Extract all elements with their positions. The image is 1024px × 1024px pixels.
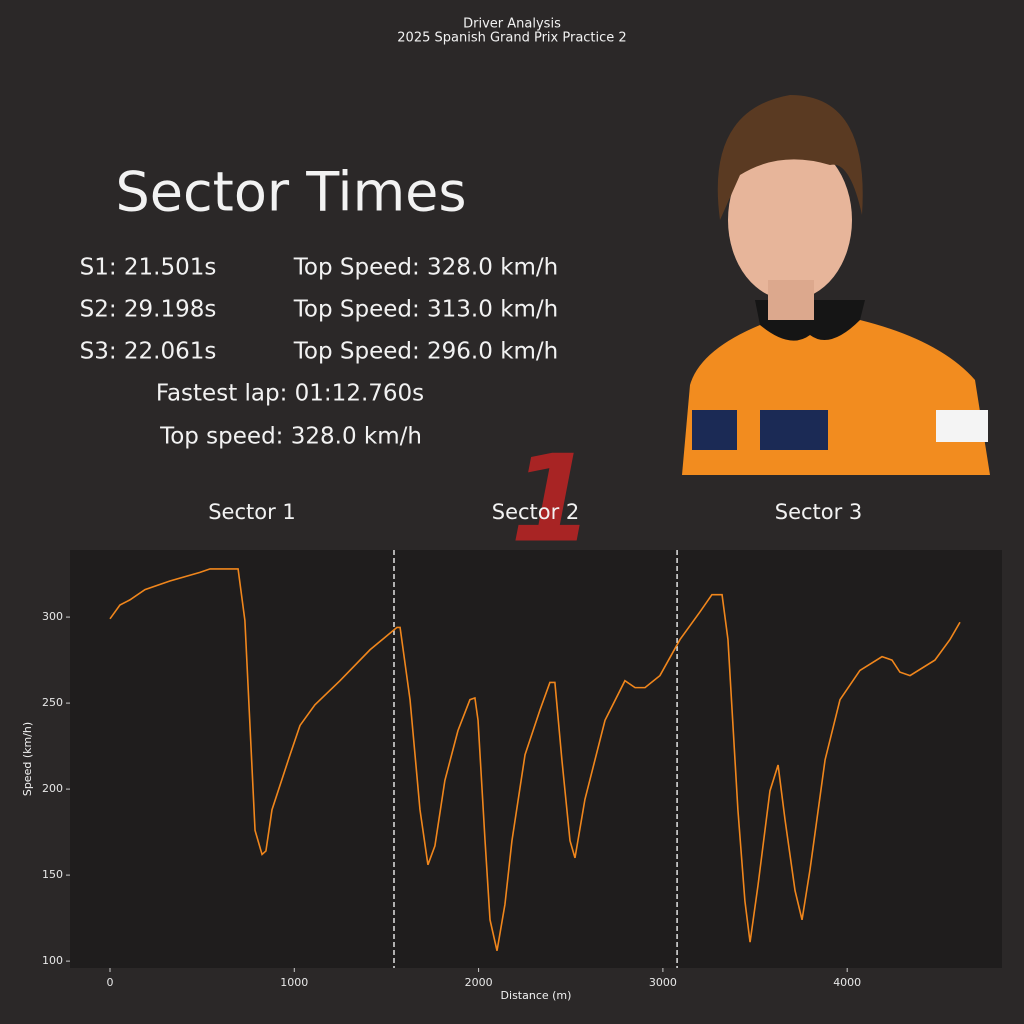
fastest-lap: Fastest lap: 01:12.760s	[156, 381, 424, 407]
top-speed: Top speed: 328.0 km/h	[159, 424, 422, 450]
x-tick-label: 0	[106, 976, 113, 989]
x-tick-label: 2000	[465, 976, 493, 989]
sector-time: S1: 21.501s	[80, 255, 217, 281]
sector-top-speed: Top Speed: 328.0 km/h	[293, 255, 559, 281]
y-tick-label: 200	[42, 782, 63, 795]
x-tick-label: 1000	[280, 976, 308, 989]
sector-time: S3: 22.061s	[80, 339, 217, 365]
y-tick-label: 100	[42, 954, 63, 967]
chart-title: Driver Analysis	[463, 17, 561, 32]
x-tick-label: 3000	[649, 976, 677, 989]
sector-top-speed: Top Speed: 296.0 km/h	[293, 339, 559, 365]
driver-photo	[682, 95, 990, 475]
sector-label: Sector 3	[775, 500, 863, 524]
y-tick-label: 150	[42, 868, 63, 881]
x-tick-label: 4000	[833, 976, 861, 989]
speed-trace	[109, 568, 961, 951]
sector-label: Sector 1	[208, 500, 296, 524]
panel-heading: Sector Times	[115, 161, 466, 224]
sector-label: Sector 2	[492, 500, 580, 524]
team-badge: 1	[510, 431, 594, 570]
y-axis-label: Speed (km/h)	[21, 722, 34, 796]
x-axis-label: Distance (m)	[501, 989, 572, 1002]
sector-time: S2: 29.198s	[80, 297, 217, 323]
plot-area	[70, 550, 1002, 968]
sector-top-speed: Top Speed: 313.0 km/h	[293, 297, 559, 323]
chart-subtitle: 2025 Spanish Grand Prix Practice 2	[397, 31, 626, 46]
y-tick-label: 250	[42, 696, 63, 709]
y-tick-label: 300	[42, 610, 63, 623]
